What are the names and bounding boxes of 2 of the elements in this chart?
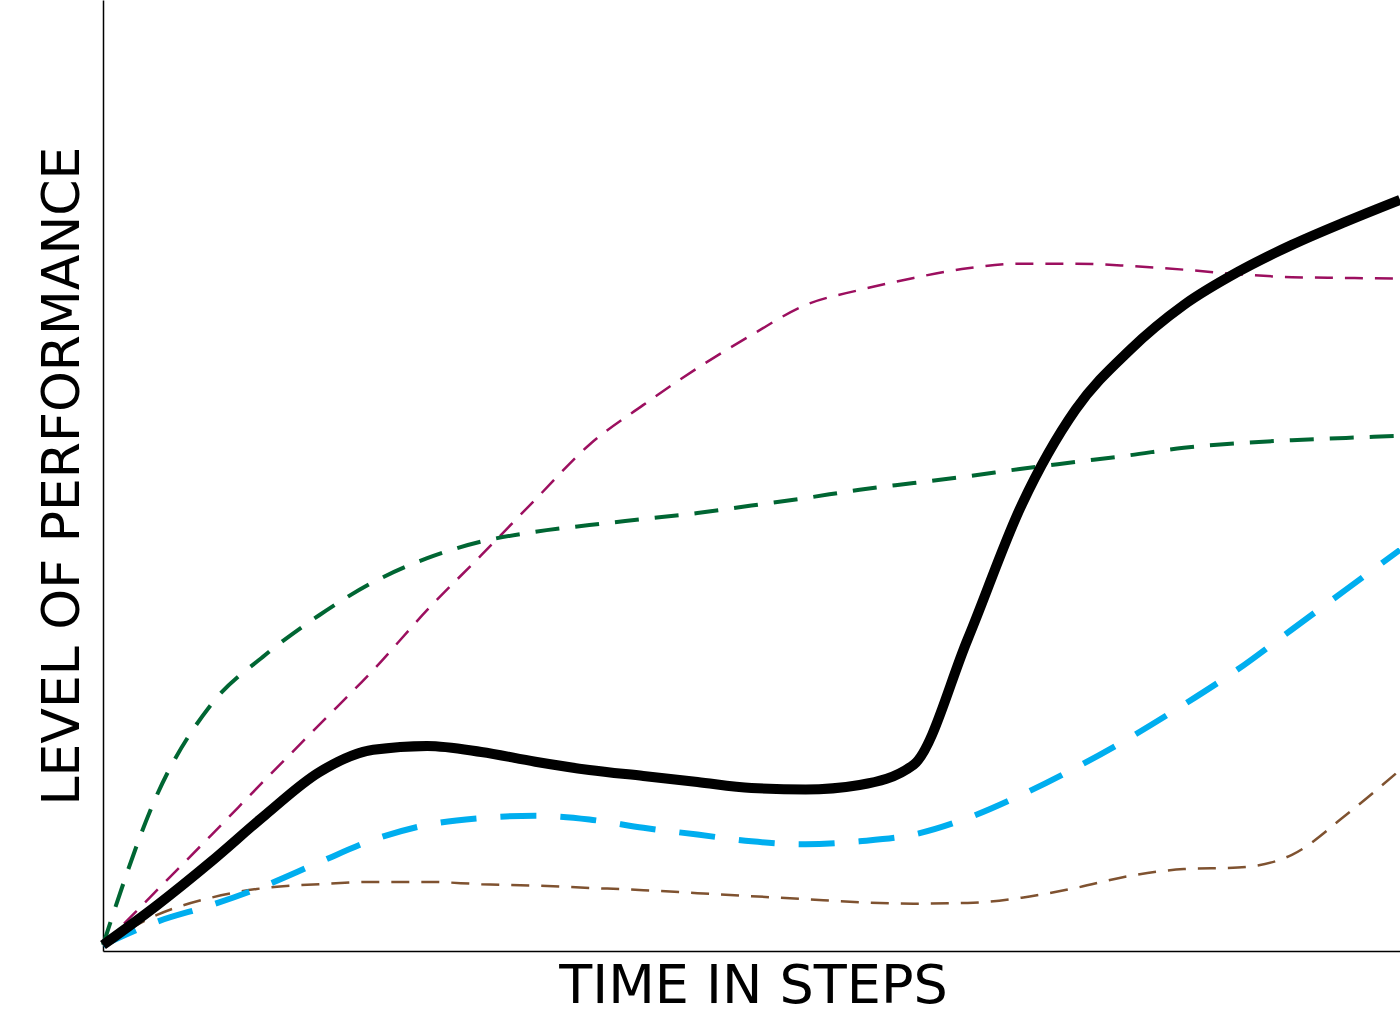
y-axis-title: LEVEL OF PERFORMANCE xyxy=(30,146,91,806)
x-axis-title: TIME IN STEPS xyxy=(558,952,948,1016)
